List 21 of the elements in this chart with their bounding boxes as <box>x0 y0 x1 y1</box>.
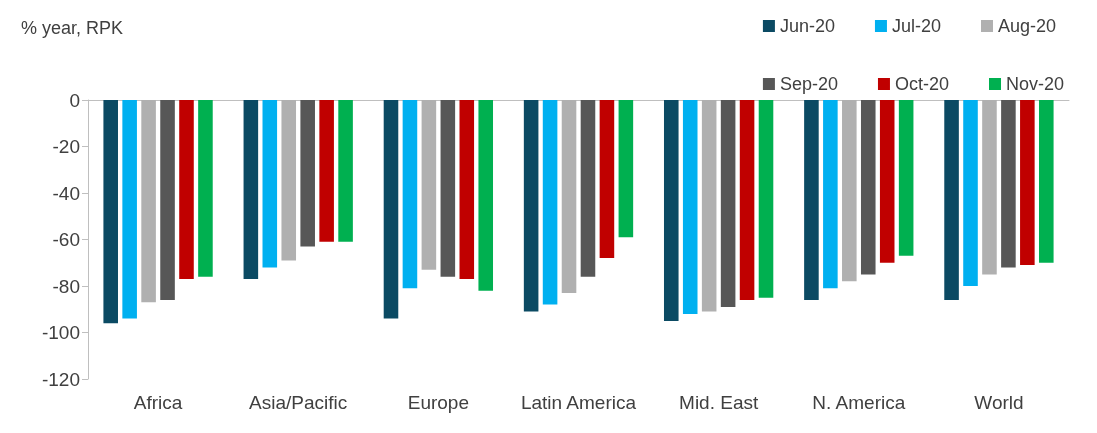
legend-label: Aug-20 <box>997 16 1057 36</box>
y-tick-label: -60 <box>52 229 80 250</box>
x-tick-label: Europe <box>407 392 469 413</box>
x-tick-label: Latin America <box>520 392 637 413</box>
legend-label: Nov-20 <box>1005 74 1065 94</box>
legend-label: Oct-20 <box>894 74 949 94</box>
y-tick-label: -120 <box>41 368 80 390</box>
x-tick-label: N. America <box>812 392 906 413</box>
x-tick-label: World <box>974 392 1024 413</box>
y-tick-label: -80 <box>52 275 80 297</box>
y-tick-label: -40 <box>52 182 80 204</box>
x-tick-label: Mid. East <box>679 392 759 413</box>
legend-label: Jul-20 <box>891 16 941 36</box>
x-tick-label: Asia/Pacific <box>249 392 348 413</box>
y-tick-label: 0 <box>69 89 80 111</box>
y-tick-label: -20 <box>52 136 80 157</box>
y-axis-title: % year, RPK <box>21 18 124 38</box>
legend-label: Jun-20 <box>779 16 835 36</box>
legend-label: Sep-20 <box>779 74 838 94</box>
y-tick-label: -100 <box>41 322 80 343</box>
x-tick-label: Africa <box>133 392 183 413</box>
